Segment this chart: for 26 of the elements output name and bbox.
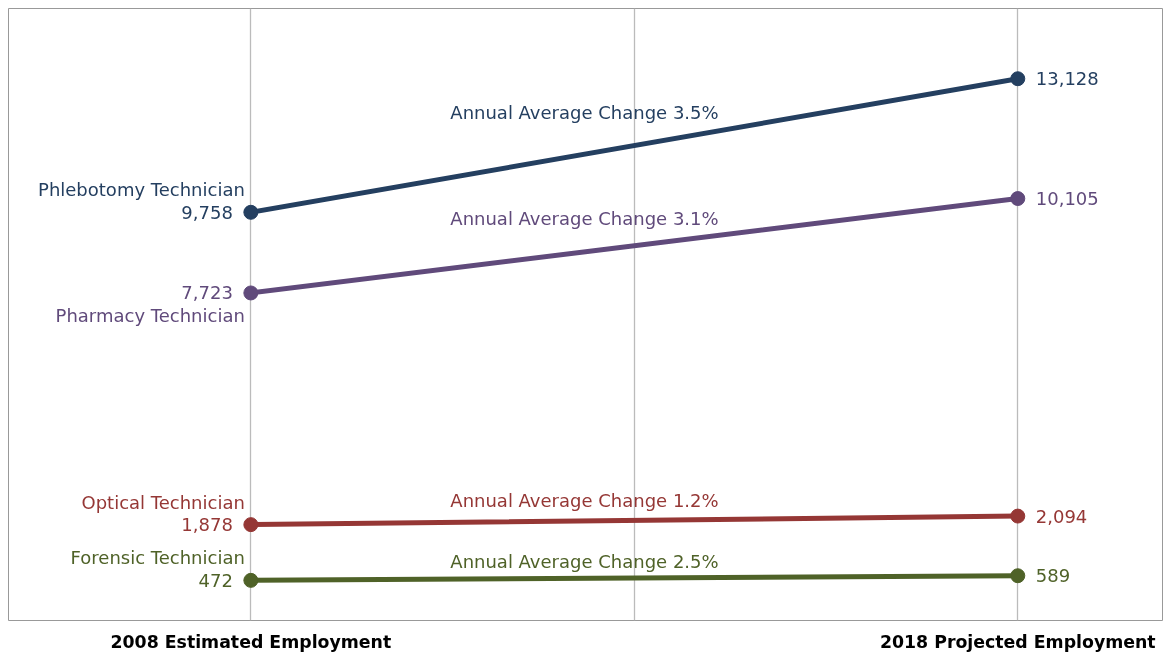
data-label: 7,723 [181, 282, 233, 304]
series-label: Phlebotomy Technician [38, 179, 245, 201]
annotation: Annual Average Change 3.1% [450, 208, 719, 230]
data-label: 10,105 [1035, 188, 1099, 210]
series-label: Optical Technician [81, 491, 245, 513]
point [1010, 508, 1026, 524]
data-label: 1,878 [181, 514, 233, 536]
annotation: Annual Average Change 2.5% [450, 550, 719, 572]
point [243, 572, 259, 588]
annotation: Annual Average Change 1.2% [450, 490, 719, 512]
series-label: Pharmacy Technician [55, 304, 245, 326]
x-tick-label: 2018 Projected Employment [879, 631, 1156, 652]
data-label: 589 [1035, 565, 1071, 587]
data-label: 472 [198, 569, 233, 591]
point [1010, 71, 1026, 87]
point [1010, 568, 1026, 584]
point [243, 204, 259, 220]
point [1010, 191, 1026, 207]
data-label: 9,758 [181, 201, 233, 223]
point [243, 285, 259, 301]
annotation: Annual Average Change 3.5% [450, 101, 719, 123]
data-label: 13,128 [1035, 68, 1099, 90]
point [243, 517, 259, 533]
x-tick-label: 2008 Estimated Employment [110, 631, 392, 652]
data-label: 2,094 [1035, 505, 1088, 527]
series-label: Forensic Technician [70, 547, 245, 569]
